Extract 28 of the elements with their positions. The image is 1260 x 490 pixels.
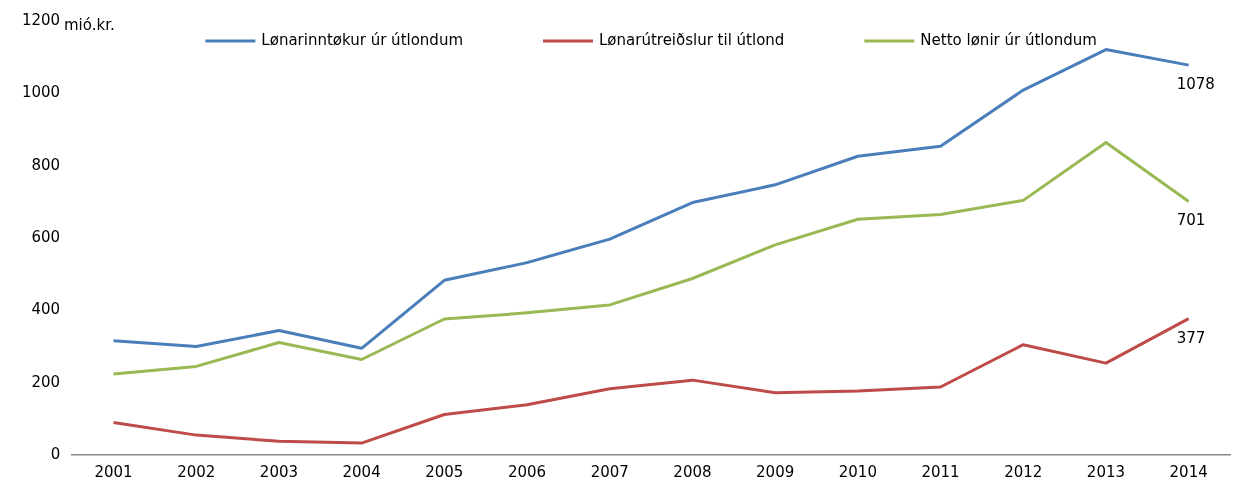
- x-tick-label: 2006: [507, 462, 547, 481]
- x-tick-label: 2003: [259, 462, 299, 481]
- y-tick-label: 0: [50, 444, 61, 463]
- y-tick-label: 400: [31, 300, 61, 319]
- x-tick-label: 2013: [1086, 462, 1126, 481]
- data-label: 701: [1176, 211, 1206, 230]
- data-label: 377: [1176, 328, 1206, 347]
- data-label: 1078: [1176, 75, 1215, 94]
- legend-label: Lønarinntøkur úr útlondum: [261, 30, 464, 49]
- y-tick-label: 200: [31, 372, 61, 391]
- x-tick-label: 2008: [673, 462, 712, 481]
- x-tick-label: 2009: [756, 462, 795, 481]
- x-tick-label: 2014: [1169, 462, 1208, 481]
- legend-label: Netto lønir úr útlondum: [920, 30, 1097, 49]
- x-tick-label: 2001: [94, 462, 133, 481]
- y-tick-label: 1200: [21, 10, 61, 29]
- y-axis-title: mió.kr.: [64, 16, 115, 34]
- x-tick-label: 2004: [342, 462, 381, 481]
- x-tick-label: 2002: [177, 462, 216, 481]
- y-tick-label: 1000: [21, 83, 61, 102]
- x-tick-label: 2010: [838, 462, 877, 481]
- y-tick-label: 800: [31, 155, 61, 174]
- x-tick-label: 2012: [1004, 462, 1043, 481]
- y-tick-label: 600: [31, 227, 61, 246]
- legend-label: Lønarútreiðslur til útlond: [599, 30, 785, 49]
- x-tick-label: 2007: [590, 462, 629, 481]
- x-tick-label: 2011: [921, 462, 960, 481]
- x-tick-label: 2005: [425, 462, 464, 481]
